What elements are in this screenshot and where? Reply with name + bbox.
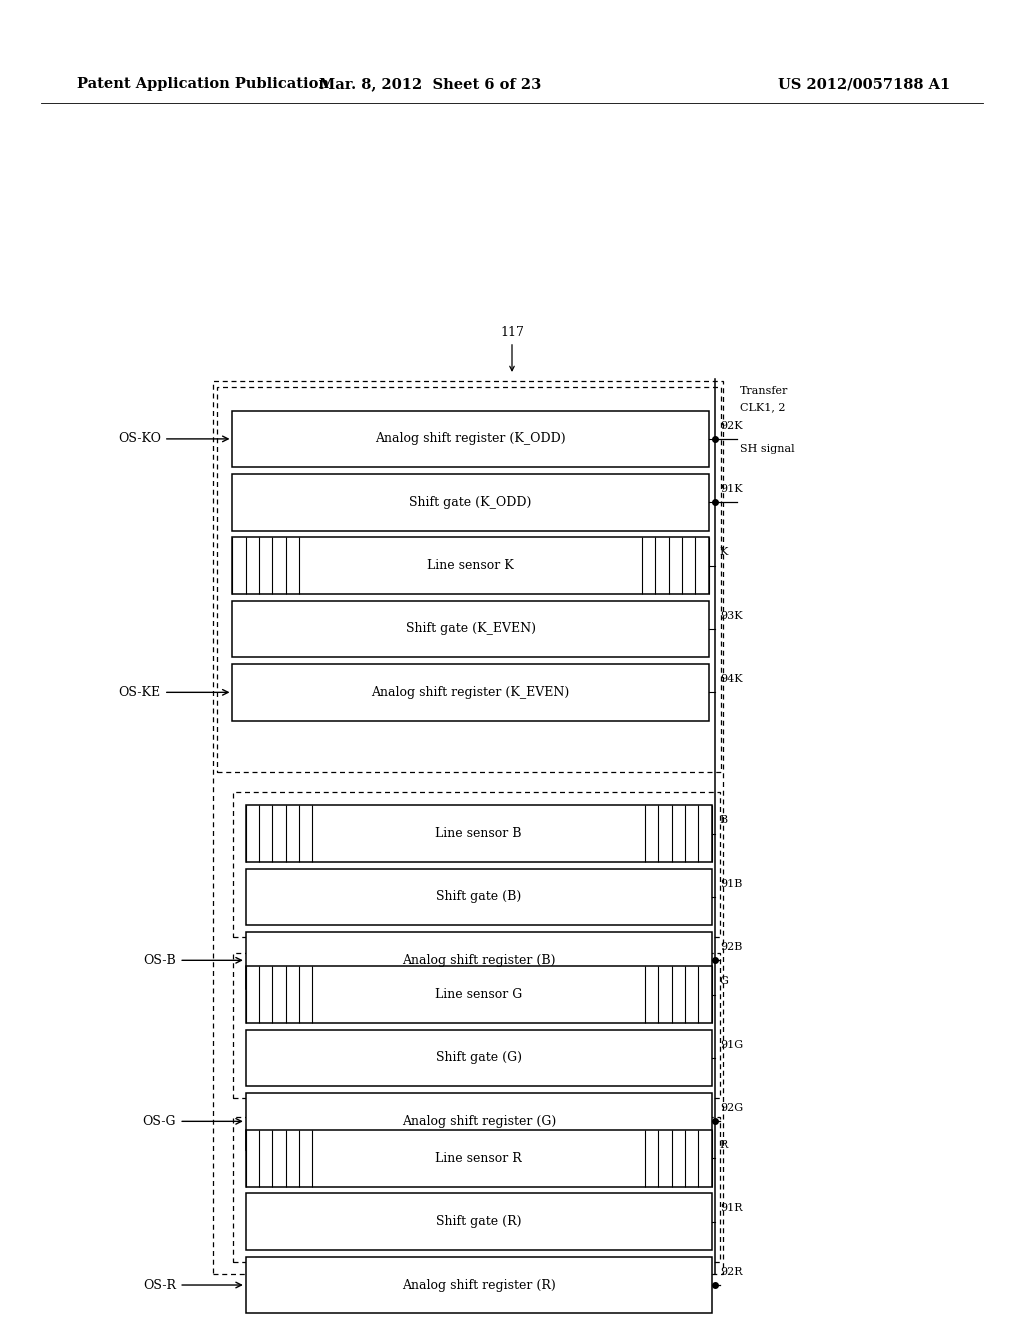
Text: Patent Application Publication: Patent Application Publication	[77, 78, 329, 91]
Text: Line sensor R: Line sensor R	[435, 1152, 522, 1164]
Bar	[217, 387, 721, 772]
Text: Analog shift register (K_EVEN): Analog shift register (K_EVEN)	[372, 686, 569, 698]
Text: FIG. 8: FIG. 8	[484, 1282, 540, 1300]
Text: SH signal: SH signal	[740, 444, 795, 454]
Text: Analog shift register (R): Analog shift register (R)	[401, 1279, 556, 1291]
Text: 91G: 91G	[720, 1040, 743, 1049]
Text: Shift gate (K_EVEN): Shift gate (K_EVEN)	[406, 623, 536, 635]
Text: 92B: 92B	[720, 942, 742, 952]
Bar	[246, 1193, 712, 1250]
Bar	[232, 537, 709, 594]
Text: R: R	[720, 1140, 728, 1150]
Bar	[246, 932, 712, 989]
Text: CLK1, 2: CLK1, 2	[740, 401, 785, 412]
Text: Shift gate (B): Shift gate (B)	[436, 891, 521, 903]
Text: K: K	[720, 548, 728, 557]
Text: 91K: 91K	[720, 484, 742, 494]
Text: US 2012/0057188 A1: US 2012/0057188 A1	[778, 78, 950, 91]
Bar	[246, 1030, 712, 1086]
Text: 91B: 91B	[720, 879, 742, 888]
Text: Analog shift register (G): Analog shift register (G)	[401, 1115, 556, 1127]
Text: Line sensor G: Line sensor G	[435, 989, 522, 1001]
Text: Shift gate (G): Shift gate (G)	[436, 1052, 521, 1064]
Text: OS-G: OS-G	[142, 1115, 176, 1127]
Bar	[246, 805, 712, 862]
Text: OS-KE: OS-KE	[119, 686, 161, 698]
Bar	[232, 664, 709, 721]
Bar	[246, 1257, 712, 1313]
Text: B: B	[720, 816, 728, 825]
Text: OS-R: OS-R	[143, 1279, 176, 1291]
Text: Line sensor K: Line sensor K	[427, 560, 514, 572]
Bar	[233, 1117, 720, 1262]
Bar	[233, 792, 720, 937]
Bar	[246, 1093, 712, 1150]
Text: 117: 117	[500, 326, 524, 339]
Bar	[246, 1130, 712, 1187]
Bar	[232, 601, 709, 657]
Text: 94K: 94K	[720, 675, 742, 684]
Bar	[246, 869, 712, 925]
Text: Transfer: Transfer	[740, 385, 788, 396]
Text: Shift gate (K_ODD): Shift gate (K_ODD)	[410, 496, 531, 508]
Bar	[246, 966, 712, 1023]
Text: 93K: 93K	[720, 611, 742, 620]
Text: 92R: 92R	[720, 1267, 742, 1276]
Bar	[232, 411, 709, 467]
Text: G: G	[720, 977, 729, 986]
Bar	[213, 381, 723, 1274]
Text: Mar. 8, 2012  Sheet 6 of 23: Mar. 8, 2012 Sheet 6 of 23	[318, 78, 542, 91]
Text: Shift gate (R): Shift gate (R)	[436, 1216, 521, 1228]
Text: Line sensor B: Line sensor B	[435, 828, 522, 840]
Text: 92K: 92K	[720, 421, 742, 430]
Text: OS-B: OS-B	[143, 954, 176, 966]
Bar	[233, 953, 720, 1098]
Text: OS-KO: OS-KO	[118, 433, 161, 445]
Text: 91R: 91R	[720, 1204, 742, 1213]
Text: Analog shift register (K_ODD): Analog shift register (K_ODD)	[375, 433, 566, 445]
Bar	[232, 474, 709, 531]
Text: Analog shift register (B): Analog shift register (B)	[402, 954, 555, 966]
Text: 92G: 92G	[720, 1104, 743, 1113]
